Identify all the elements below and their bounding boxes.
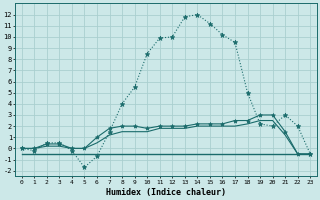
- X-axis label: Humidex (Indice chaleur): Humidex (Indice chaleur): [106, 188, 226, 197]
